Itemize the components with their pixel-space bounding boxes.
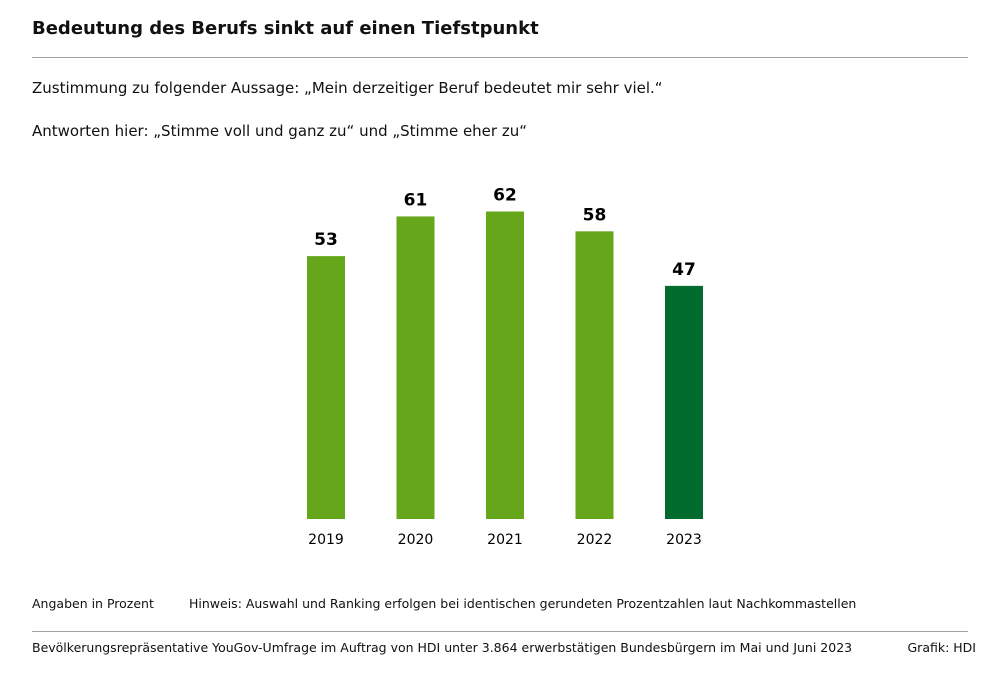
chart-subtitle-answers: Antworten hier: „Stimme voll und ganz zu… xyxy=(32,122,527,140)
chart-subtitle: Zustimmung zu folgender Aussage: „Mein d… xyxy=(32,79,663,97)
x-tick-label: 2021 xyxy=(487,532,523,548)
value-label: 47 xyxy=(672,260,696,280)
unit-note: Angaben in Prozent xyxy=(32,596,154,611)
source-note: Bevölkerungsrepräsentative YouGov-Umfrag… xyxy=(32,640,853,655)
value-label: 61 xyxy=(404,190,428,210)
x-tick-label: 2023 xyxy=(666,532,702,548)
divider xyxy=(32,631,968,632)
x-tick-label: 2022 xyxy=(577,532,613,548)
value-label: 58 xyxy=(583,205,607,225)
hint-note: Hinweis: Auswahl und Ranking erfolgen be… xyxy=(189,596,857,611)
chart-title: Bedeutung des Berufs sinkt auf einen Tie… xyxy=(32,18,539,39)
bar-2020 xyxy=(396,216,435,519)
credit-note: Grafik: HDI xyxy=(907,640,977,655)
bar-2022 xyxy=(575,231,614,519)
x-tick-label: 2019 xyxy=(308,532,344,548)
bar-2021 xyxy=(486,211,524,520)
value-label: 62 xyxy=(493,185,517,205)
bar-2023 xyxy=(665,285,703,519)
value-label: 53 xyxy=(314,230,338,250)
bar-2019 xyxy=(307,256,345,519)
x-tick-label: 2020 xyxy=(398,532,434,548)
divider xyxy=(32,57,968,58)
